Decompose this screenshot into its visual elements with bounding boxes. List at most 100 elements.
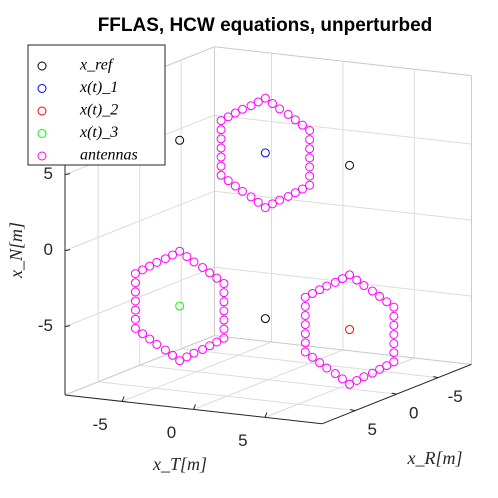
point: [212, 273, 222, 283]
box-edge: [214, 46, 472, 77]
point: [219, 315, 229, 325]
x-tick-label: 0: [167, 423, 176, 442]
point: [267, 199, 277, 209]
point: [223, 112, 233, 122]
point: [290, 115, 300, 125]
point: [219, 324, 229, 334]
point: [152, 339, 162, 349]
point: [145, 261, 155, 271]
point: [352, 376, 362, 385]
point: [300, 329, 310, 339]
point: [283, 109, 293, 119]
legend-marker: [37, 151, 47, 161]
point: [389, 348, 399, 358]
point: [300, 347, 310, 357]
point: [189, 257, 199, 267]
point: [300, 310, 310, 320]
point: [300, 320, 310, 330]
point: [216, 161, 226, 171]
point: [212, 337, 222, 347]
point: [359, 281, 369, 291]
point: [246, 192, 256, 202]
point: [216, 152, 226, 162]
legend-marker: [37, 129, 47, 138]
point: [175, 246, 185, 256]
z-tick: [64, 249, 71, 252]
point: [175, 356, 185, 366]
point: [182, 352, 192, 362]
point: [389, 357, 399, 367]
point: [130, 278, 140, 288]
z-tick-label: 0: [44, 240, 53, 259]
grid-line: [98, 381, 356, 412]
point: [219, 297, 229, 307]
legend-marker: [37, 84, 47, 93]
point: [246, 101, 256, 111]
point: [389, 311, 399, 321]
point: [198, 345, 208, 355]
point: [216, 143, 226, 153]
point: [322, 363, 332, 373]
point: [260, 148, 270, 158]
point: [198, 262, 208, 272]
point: [130, 323, 140, 333]
point: [205, 341, 215, 351]
point: [305, 126, 315, 135]
point: [305, 180, 315, 190]
point: [345, 270, 355, 280]
point: [260, 314, 270, 324]
point: [189, 348, 199, 358]
point: [275, 104, 285, 114]
point: [359, 372, 369, 382]
x-tick-label: -5: [93, 415, 108, 434]
y-tick: [391, 392, 397, 395]
point: [307, 288, 317, 298]
point: [219, 306, 229, 316]
legend-label: x(t)_1: [79, 79, 118, 96]
point: [322, 281, 332, 291]
point: [375, 364, 385, 374]
z-tick: [64, 325, 71, 328]
x-tick: [193, 404, 196, 410]
y-tick: [350, 409, 356, 412]
y-tick-label: 0: [409, 404, 418, 423]
legend: x_ref x(t)_1 x(t)_2 x(t)_3 antennas: [27, 44, 166, 166]
point: [138, 329, 148, 339]
x-axis-label: x_T[m]: [152, 454, 207, 474]
point: [305, 135, 315, 145]
point: [175, 301, 185, 311]
point: [315, 358, 325, 368]
point: [152, 257, 162, 267]
z-tick-label: -5: [38, 316, 53, 335]
point: [216, 116, 226, 126]
point: [337, 274, 347, 284]
point: [160, 345, 170, 355]
box-edge: [64, 335, 215, 396]
x-tick: [121, 396, 125, 402]
point: [216, 134, 226, 144]
point: [205, 268, 215, 278]
point: [168, 350, 178, 360]
grid-line: [181, 348, 439, 379]
point: [182, 252, 192, 262]
point: [297, 184, 307, 194]
point: [275, 195, 285, 205]
legend-label: x_ref: [79, 57, 115, 74]
point: [219, 288, 229, 298]
plot-area: [130, 93, 399, 389]
point: [238, 104, 247, 114]
point: [253, 97, 263, 107]
point: [219, 279, 229, 289]
legend-label: x(t)_3: [79, 124, 118, 141]
point: [168, 250, 178, 260]
point: [330, 369, 340, 379]
point: [375, 291, 385, 301]
point: [130, 305, 140, 315]
point: [307, 352, 317, 362]
point: [345, 325, 355, 335]
point: [305, 153, 315, 163]
point: [130, 296, 140, 306]
point: [389, 339, 399, 349]
point: [260, 203, 270, 213]
